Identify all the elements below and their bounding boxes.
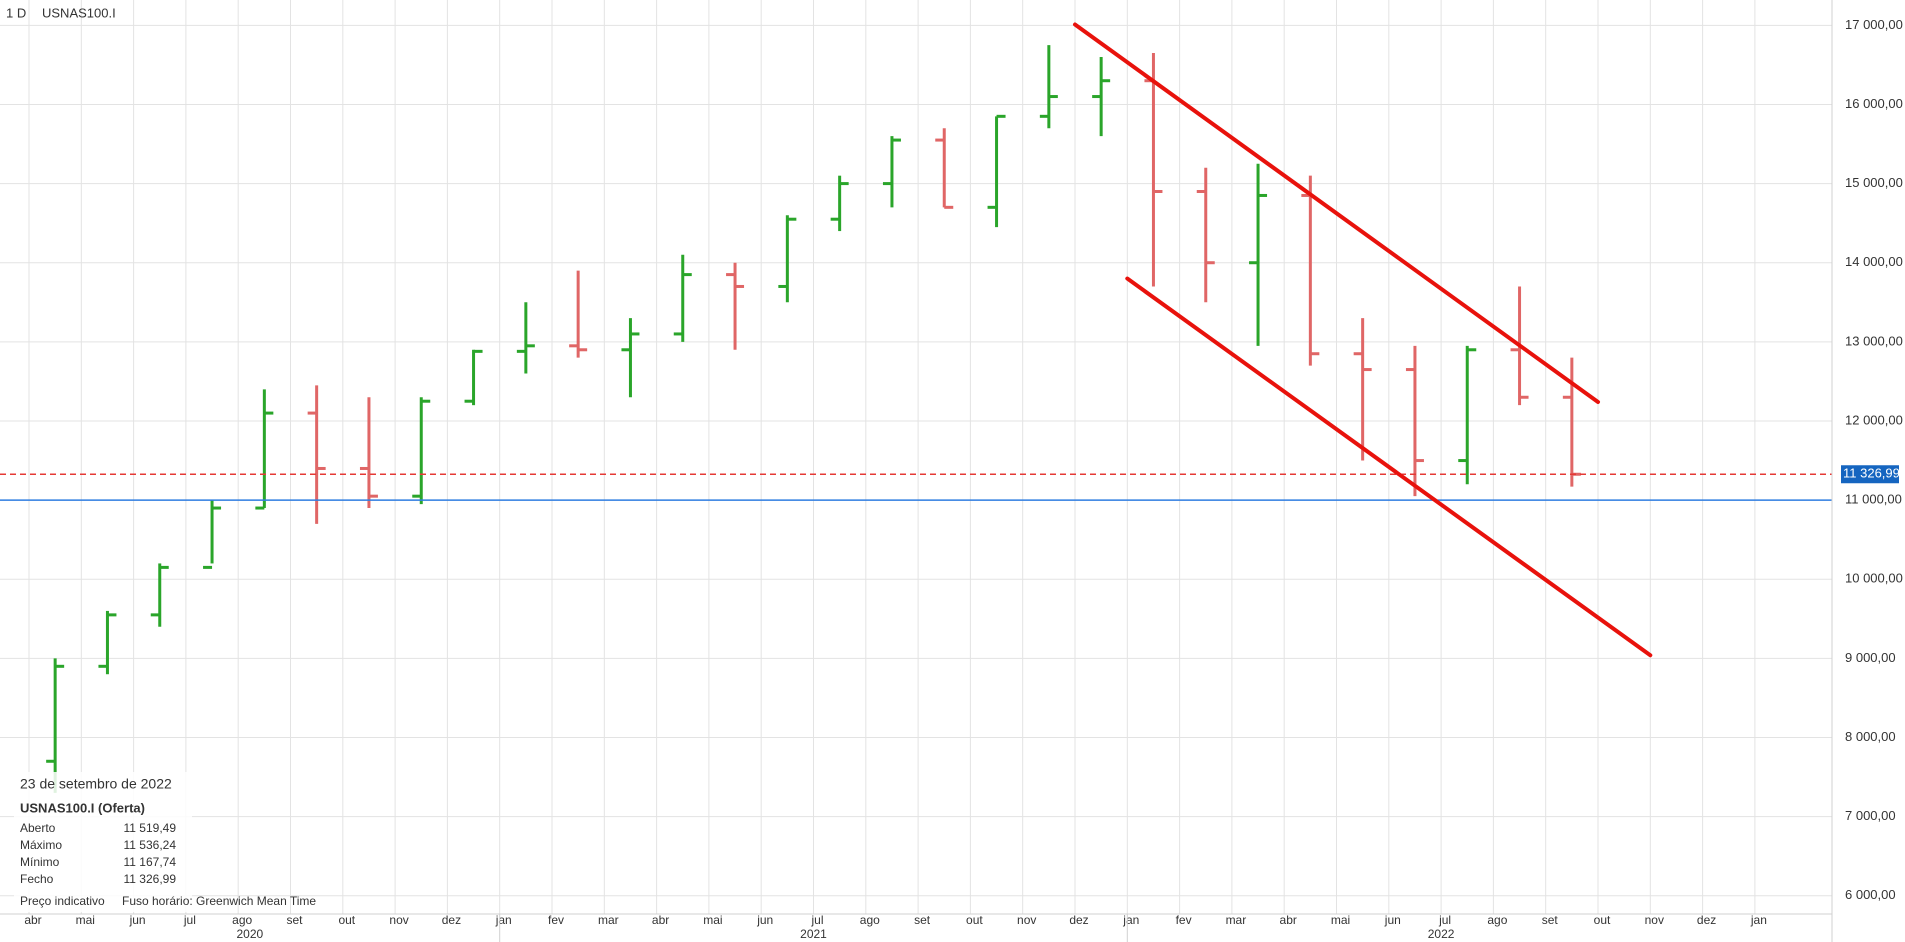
x-tick-label: out [966,913,983,927]
interval: 1 D [6,5,26,20]
overlay [0,22,1832,658]
x-tick-label: nov [389,913,408,927]
x-tick-label: set [914,913,931,927]
x-tick-label: nov [1645,913,1664,927]
x-tick-label: abr [1280,913,1297,927]
y-tick-label: 11 000,00 [1845,492,1902,507]
year-label: 2022 [1428,927,1455,941]
x-tick-label: ago [232,913,252,927]
info-title: USNAS100.I (Oferta) [20,800,145,815]
symbol: USNAS100.I [42,5,116,20]
year-label: 2020 [236,927,263,941]
marks [46,45,1581,793]
y-tick-label: 10 000,00 [1845,571,1903,586]
info-timezone: Fuso horário: Greenwich Mean Time [122,894,316,908]
price-label: 11 326,99 [1843,466,1900,481]
x-tick-label: jun [1384,913,1401,927]
x-tick-label: dez [442,913,461,927]
y-tick-label: 8 000,00 [1845,729,1896,744]
x-tick-label: abr [24,913,41,927]
x-tick-label: abr [652,913,669,927]
info-label: Máximo [20,838,62,852]
y-tick-label: 15 000,00 [1845,175,1903,190]
y-tick-label: 16 000,00 [1845,96,1903,111]
y-tick-label: 13 000,00 [1845,333,1903,348]
y-tick-label: 17 000,00 [1845,17,1903,32]
x-tick-label: out [338,913,355,927]
trend-line [1125,276,1653,658]
price-label-box [1841,465,1899,484]
info-value: 11 519,49 [124,821,177,835]
x-tick-label: jun [756,913,773,927]
trend-line [1073,22,1600,405]
info-value: 11 536,24 [124,838,177,852]
info-rows: Aberto 11 519,49 Máximo 11 536,24 Mínimo 11 1… [20,821,176,886]
y-tick-label: 12 000,00 [1845,412,1903,427]
x-tick-label: set [286,913,303,927]
x-tick-label: nov [1017,913,1036,927]
x-tick-label: jan [495,913,512,927]
x-tick-label: fev [1176,913,1192,927]
info-box [14,772,192,912]
info-label: Fecho [20,872,54,886]
x-tick-label: mai [703,913,722,927]
year-label: 2021 [800,927,827,941]
x-tick-label: ago [1487,913,1507,927]
x-tick-label: mai [1331,913,1350,927]
info-value: 11 326,99 [124,872,177,886]
y-tick-label: 7 000,00 [1845,808,1896,823]
x-tick-label: jul [1438,913,1451,927]
x-tick-label: out [1594,913,1611,927]
x-tick-label: mar [1226,913,1247,927]
y-tick-label: 6 000,00 [1845,887,1896,902]
x-tick-label: dez [1697,913,1716,927]
x-tick-label: fev [548,913,564,927]
info-note: Preço indicativo [20,894,105,908]
x-tick-label: jun [129,913,146,927]
x-tick-label: ago [860,913,880,927]
y-tick-label: 9 000,00 [1845,650,1896,665]
y-tick-label: 14 000,00 [1845,254,1903,269]
info-label: Mínimo [20,855,60,869]
x-tick-label: jul [810,913,823,927]
info-label: Aberto [20,821,56,835]
x-tick-label: mai [76,913,95,927]
x-tick-label: jan [1122,913,1139,927]
x-tick-label: mar [598,913,619,927]
x-tick-label: jul [183,913,196,927]
x-tick-label: jan [1750,913,1767,927]
info-value: 11 167,74 [124,855,177,869]
x-tick-label: set [1542,913,1559,927]
x-tick-label: dez [1069,913,1088,927]
info-date: 23 de setembro de 2022 [20,776,172,792]
